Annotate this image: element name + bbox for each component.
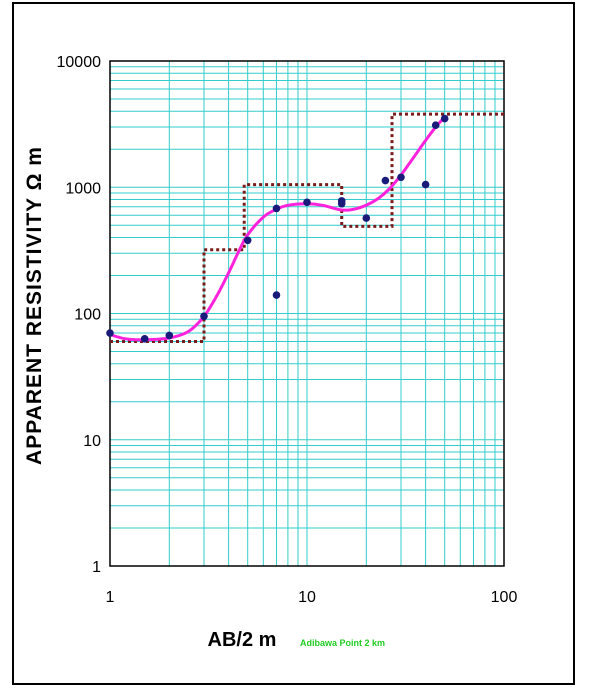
data-point: [421, 180, 430, 189]
y-tick-label: 1000: [65, 180, 101, 197]
y-tick-label: 10: [83, 433, 101, 450]
y-tick-label: 1: [92, 559, 101, 576]
layer-model-line: [110, 112, 504, 343]
data-point: [303, 198, 311, 207]
annotation: Adibawa Point 2 km: [300, 638, 385, 648]
data-point: [200, 312, 208, 321]
data-point: [165, 331, 174, 340]
data-point: [337, 199, 346, 208]
data-point: [397, 173, 405, 182]
layer-model: [110, 112, 504, 343]
data-point: [140, 335, 149, 343]
data-point: [362, 214, 371, 222]
fit-curve-line: [109, 115, 446, 342]
plot-area: [109, 60, 505, 567]
x-tick-label: 10: [298, 589, 316, 606]
y-tick-label: 100: [74, 307, 101, 324]
chart-frame: [12, 2, 575, 685]
data-point: [272, 291, 281, 299]
fit-curve: [109, 115, 446, 342]
data-point: [272, 204, 281, 213]
x-tick-label: 1: [106, 589, 115, 606]
tick-labels: 1 10 100 1 10 100 1000 10000: [57, 54, 518, 606]
y-axis-label: APPARENT RESISTIVITY Ω m: [23, 146, 46, 465]
data-point: [243, 236, 252, 245]
x-axis-label: AB/2 m: [208, 629, 277, 651]
data-point: [431, 121, 440, 130]
x-tick-label: 100: [491, 589, 518, 606]
y-tick-label: 10000: [57, 54, 102, 71]
data-point: [381, 176, 390, 185]
data-points: [106, 114, 449, 343]
grid: [109, 61, 504, 567]
data-point: [106, 329, 114, 337]
data-point: [440, 114, 449, 123]
